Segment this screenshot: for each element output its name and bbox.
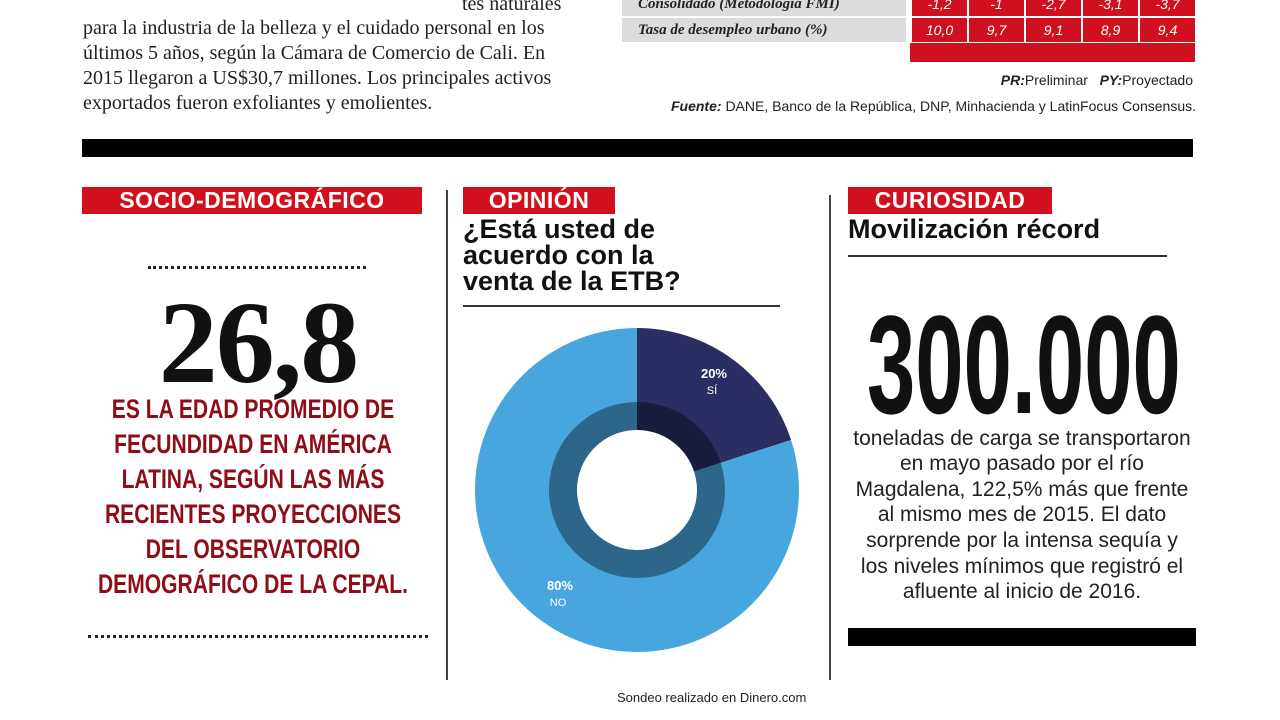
question: ¿Está usted de acuerdo con la venta de l… (463, 214, 681, 296)
column-separator (446, 190, 448, 680)
note-text: DANE, Banco de la República, DNP, Minhac… (725, 98, 1196, 114)
source-note: Fuente: DANE, Banco de la República, DNP… (671, 98, 1196, 114)
intro-line: últimos 5 años, según la Cámara de Comer… (83, 42, 546, 64)
table-cell: -2,7 (1024, 0, 1081, 16)
text-line: al mismo mes de 2015. El dato (877, 503, 1167, 526)
table-cell: 10,0 (910, 18, 967, 42)
note-key: PR: (1000, 72, 1025, 88)
note-text: Proyectado (1122, 72, 1193, 88)
poll-footer: Sondeo realizado en Dinero.com (617, 690, 807, 705)
rule (848, 255, 1167, 257)
table-cell: -3,7 (1138, 0, 1195, 16)
slice-category-label: SÍ (707, 384, 718, 397)
row-label: Tasa de desempleo urbano (%) (622, 18, 906, 42)
divider-bar (848, 628, 1196, 646)
note-key: Fuente: (670, 98, 722, 114)
text-line: ES LA EDAD PROMEDIO DE (111, 394, 395, 424)
note-key: PY: (1099, 72, 1123, 88)
question-line: ¿Está usted de (463, 214, 656, 244)
pie-slice (475, 328, 799, 652)
text-line: DEMOGRÁFICO DE LA CEPAL. (97, 569, 409, 599)
text-line: afluente al inicio de 2016. (902, 580, 1142, 603)
table-cell: -3,1 (1081, 0, 1138, 16)
big-figure: 300.000 (867, 286, 1181, 443)
donut-chart: 20% SÍ 80% NO (475, 328, 799, 652)
section-tag: CURIOSIDAD (848, 187, 1052, 214)
intro-line: 2015 llegaron a US$30,7 millones. Los pr… (83, 67, 552, 89)
section-title: Movilización récord (848, 214, 1101, 244)
table-cell: 9,7 (967, 18, 1024, 42)
dotted-rule (88, 635, 428, 638)
note-text: Preliminar (1024, 72, 1088, 88)
question-line: acuerdo con la (463, 240, 654, 270)
text-line: en mayo pasado por el río (900, 452, 1144, 475)
section-tag: OPINIÓN (463, 187, 615, 214)
column-separator (829, 195, 831, 680)
slice-value-label: 80% (547, 578, 573, 593)
big-figure: 26,8 (158, 277, 360, 408)
text-line: LATINA, SEGÚN LAS MÁS (121, 464, 385, 494)
rule (463, 305, 780, 307)
table-cell: 9,1 (1024, 18, 1081, 42)
intro-line: exportados fueron exfoliantes y emolient… (83, 92, 433, 114)
text-line: RECIENTES PROYECCIONES (104, 499, 402, 529)
intro-line: tes naturales (462, 0, 562, 15)
table-cell: -1 (967, 0, 1024, 16)
dotted-rule (148, 266, 366, 269)
intro-line: para la industria de la belleza y el cui… (83, 17, 545, 39)
pie-slice (637, 328, 792, 472)
text-line: DEL OBSERVATORIO (145, 534, 361, 564)
text-line: toneladas de carga se transportaron (853, 427, 1191, 450)
slice-value-label: 20% (701, 366, 727, 381)
table-cell: -1,2 (910, 0, 967, 16)
text-line: Magdalena, 122,5% más que frente (855, 478, 1189, 501)
question-line: venta de la ETB? (463, 266, 681, 296)
inner-shade-ring (549, 402, 725, 578)
text-line: los niveles mínimos que registró el (860, 555, 1184, 578)
abbrev-note: PR:Preliminar PY:Proyectado (1001, 72, 1193, 88)
row-label: Consolidado (Metodología FMI) (622, 0, 906, 16)
table-cell: 8,9 (1081, 18, 1138, 42)
section-tag: SOCIO-DEMOGRÁFICO (82, 187, 422, 214)
table-cell: 9,4 (1138, 18, 1195, 42)
slice-category-label: NO (550, 597, 567, 609)
text-line: FECUNDIDAD EN AMÉRICA (114, 429, 392, 459)
divider-bar (82, 139, 1193, 157)
text-line: sorprende por la intensa sequía y (866, 529, 1178, 552)
table-footer-strip (910, 43, 1195, 62)
